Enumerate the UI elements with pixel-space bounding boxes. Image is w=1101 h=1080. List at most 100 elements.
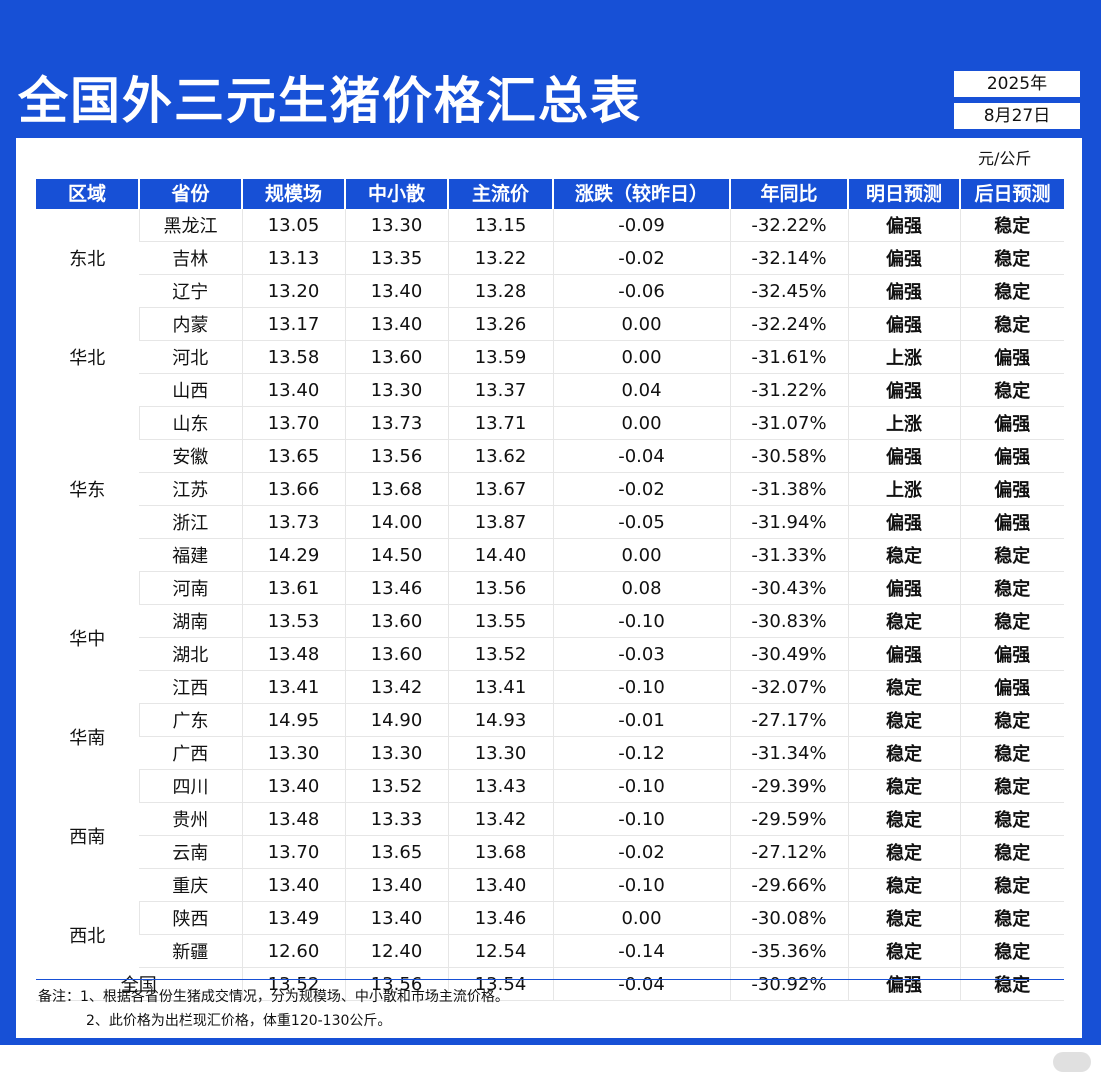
- forecast-day-after-cell: 稳定: [959, 571, 1064, 605]
- small-farm-cell: 13.46: [344, 571, 448, 605]
- notes-divider: [36, 979, 1064, 980]
- small-farm-cell: 13.40: [344, 307, 448, 341]
- yoy-cell: -32.14%: [729, 241, 848, 275]
- large-farm-cell: 13.17: [241, 307, 345, 341]
- table-row: 吉林 13.13 13.35 13.22 -0.02 -32.14% 偏强 稳定: [36, 241, 1064, 275]
- change-cell: -0.10: [552, 802, 730, 836]
- small-farm-cell: 14.90: [344, 703, 448, 737]
- change-cell: -0.02: [552, 835, 730, 869]
- forecast-day-after-cell: 稳定: [959, 934, 1064, 968]
- forecast-day-after-cell: 偏强: [959, 472, 1064, 506]
- table-row: 西南 四川 13.40 13.52 13.43 -0.10 -29.39% 稳定 稳定: [36, 769, 1064, 848]
- province-cell: 江西: [139, 670, 242, 704]
- large-farm-cell: 13.61: [241, 571, 345, 605]
- large-farm-cell: 13.53: [241, 604, 345, 638]
- date-box: 2025年 8月27日: [953, 70, 1081, 130]
- table-row: 山西 13.40 13.30 13.37 0.04 -31.22% 偏强 稳定: [36, 373, 1064, 407]
- col-main-price: 主流价: [448, 179, 554, 209]
- forecast-tomorrow-cell: 偏强: [847, 209, 960, 242]
- forecast-tomorrow-cell: 上涨: [847, 406, 960, 440]
- table-row: 广西 13.30 13.30 13.30 -0.12 -31.34% 稳定 稳定: [36, 736, 1064, 770]
- forecast-day-after-cell: 稳定: [959, 703, 1064, 737]
- notes: 备注：1、根据各省份生猪成交情况，分为规模场、中小散和市场主流价格。 2、此价格…: [38, 985, 509, 1033]
- yoy-cell: -30.49%: [729, 637, 848, 671]
- table-row: 浙江 13.73 14.00 13.87 -0.05 -31.94% 偏强 偏强: [36, 505, 1064, 539]
- change-cell: -0.10: [552, 868, 730, 902]
- small-farm-cell: 13.52: [344, 769, 448, 803]
- main-price-cell: 13.62: [447, 439, 553, 473]
- large-farm-cell: 13.41: [241, 670, 345, 704]
- page-title: 全国外三元生猪价格汇总表: [18, 72, 642, 130]
- forecast-tomorrow-cell: 稳定: [847, 670, 960, 704]
- forecast-day-after-cell: 稳定: [959, 241, 1064, 275]
- table-row: 福建 14.29 14.50 14.40 0.00 -31.33% 稳定 稳定: [36, 538, 1064, 572]
- province-cell: 内蒙: [138, 307, 242, 341]
- forecast-tomorrow-cell: 偏强: [847, 373, 960, 407]
- yoy-cell: -32.45%: [729, 274, 848, 308]
- forecast-tomorrow-cell: 稳定: [847, 538, 960, 572]
- change-cell: -0.02: [552, 241, 730, 275]
- forecast-day-after-cell: 稳定: [959, 209, 1064, 242]
- yoy-cell: -27.17%: [729, 703, 848, 737]
- region-cell: 华东: [69, 480, 106, 501]
- large-farm-cell: 14.95: [241, 703, 345, 737]
- yoy-cell: -30.92%: [729, 967, 848, 1001]
- province-cell: 广东: [138, 703, 242, 737]
- forecast-tomorrow-cell: 偏强: [847, 967, 960, 1001]
- large-farm-cell: 13.40: [241, 769, 345, 803]
- table-row: 江苏 13.66 13.68 13.67 -0.02 -31.38% 上涨 偏强: [36, 472, 1064, 506]
- large-farm-cell: 13.73: [241, 505, 345, 539]
- table-row: 东北 黑龙江 13.05 13.30 13.15 -0.09 -32.22% 偏强 稳定: [36, 209, 1064, 270]
- main-price-cell: 13.43: [447, 769, 553, 803]
- main-price-cell: 13.46: [447, 901, 553, 935]
- large-farm-cell: 13.48: [241, 637, 345, 671]
- forecast-tomorrow-cell: 上涨: [847, 340, 960, 374]
- yoy-cell: -30.43%: [729, 571, 848, 605]
- province-cell: 广西: [139, 736, 242, 770]
- forecast-tomorrow-cell: 偏强: [847, 505, 960, 539]
- forecast-tomorrow-cell: 稳定: [847, 901, 960, 935]
- large-farm-cell: 13.13: [241, 241, 345, 275]
- table-row: 新疆 12.60 12.40 12.54 -0.14 -35.36% 稳定 稳定: [36, 934, 1064, 968]
- main-price-cell: 13.26: [447, 307, 553, 341]
- top-band: [0, 0, 1101, 45]
- province-cell: 陕西: [138, 901, 242, 935]
- change-cell: -0.06: [552, 274, 730, 308]
- large-farm-cell: 13.40: [241, 868, 345, 902]
- yoy-cell: -31.34%: [729, 736, 848, 770]
- note-2: 2、此价格为出栏现汇价格，体重120-130公斤。: [86, 1013, 392, 1029]
- main-price-cell: 13.40: [447, 868, 553, 902]
- main-price-cell: 13.42: [447, 802, 553, 836]
- large-farm-cell: 13.49: [241, 901, 345, 935]
- small-farm-cell: 14.50: [344, 538, 448, 572]
- yoy-cell: -30.58%: [729, 439, 848, 473]
- forecast-day-after-cell: 偏强: [959, 340, 1064, 374]
- col-tomorrow: 明日预测: [848, 179, 961, 209]
- large-farm-cell: 13.70: [241, 835, 345, 869]
- table-row: 辽宁 13.20 13.40 13.28 -0.06 -32.45% 偏强 稳定: [36, 274, 1064, 308]
- change-cell: 0.00: [552, 406, 730, 440]
- small-farm-cell: 13.65: [344, 835, 448, 869]
- table-row: 安徽 13.65 13.56 13.62 -0.04 -30.58% 偏强 偏强: [36, 439, 1064, 473]
- forecast-tomorrow-cell: 上涨: [847, 472, 960, 506]
- province-cell: 四川: [138, 769, 242, 803]
- main-price-cell: 13.37: [447, 373, 553, 407]
- forecast-tomorrow-cell: 稳定: [847, 736, 960, 770]
- large-farm-cell: 13.20: [241, 274, 345, 308]
- forecast-day-after-cell: 偏强: [959, 406, 1064, 440]
- forecast-day-after-cell: 稳定: [959, 835, 1064, 869]
- main-price-cell: 13.56: [447, 571, 553, 605]
- main-price-cell: 13.41: [447, 670, 553, 704]
- forecast-tomorrow-cell: 偏强: [847, 241, 960, 275]
- region-cell: 华北: [69, 348, 106, 369]
- large-farm-cell: 12.60: [241, 934, 345, 968]
- forecast-day-after-cell: 偏强: [959, 505, 1064, 539]
- yoy-cell: -35.36%: [729, 934, 848, 968]
- change-cell: -0.02: [552, 472, 730, 506]
- large-farm-cell: 13.05: [241, 209, 345, 242]
- main-price-cell: 13.28: [447, 274, 553, 308]
- col-region: 区域: [36, 179, 140, 209]
- yoy-cell: -27.12%: [729, 835, 848, 869]
- region-cell: 西南: [69, 826, 106, 848]
- change-cell: -0.10: [552, 670, 730, 704]
